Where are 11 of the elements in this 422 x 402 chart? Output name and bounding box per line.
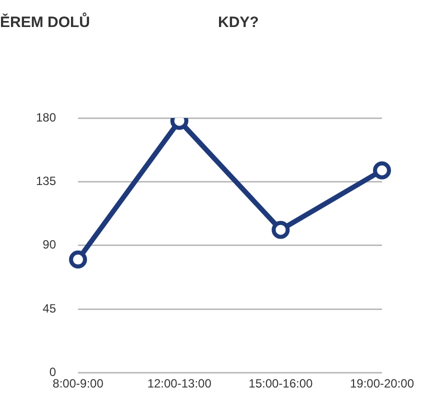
point [69,250,88,269]
y-tick-label: 45 [42,301,56,316]
text: ĚREM DOLŮ [0,14,90,31]
y-tick-label: 180 [36,110,56,124]
y-tick-label: 90 [42,238,56,252]
y-tick-label: 135 [36,174,56,188]
point [272,220,290,239]
x-tick-label: 19:00-20:00 [350,376,414,390]
x-tick-label: 15:00-16:00 [248,376,314,390]
chart-title: KDY? [218,14,259,31]
x-tick-label: 12:00-13:00 [147,376,212,390]
